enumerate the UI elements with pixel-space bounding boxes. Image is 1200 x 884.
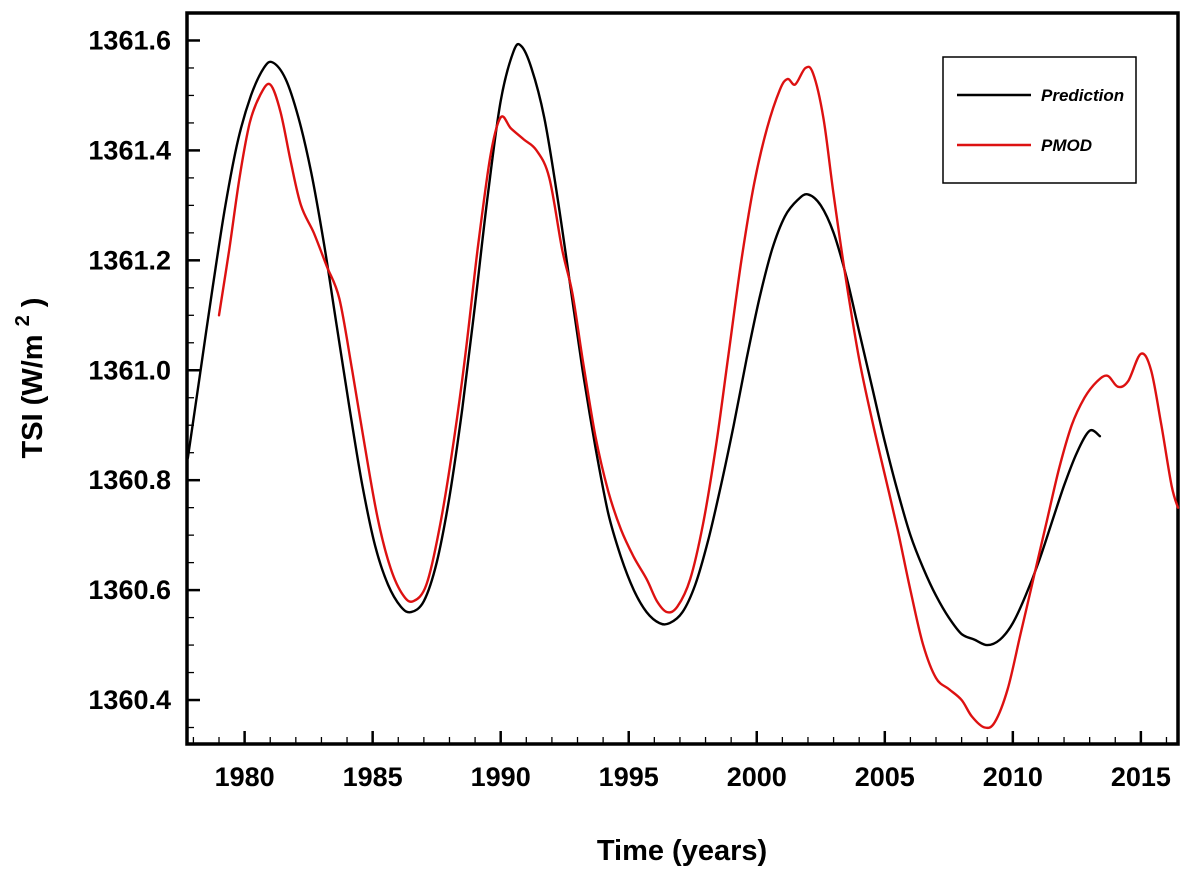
y-axis-title-main: TSI (W/m (17, 334, 49, 458)
y-tick-label: 1360.6 (88, 575, 171, 605)
x-tick-label: 2015 (1111, 762, 1171, 792)
x-tick-label: 1990 (471, 762, 531, 792)
x-tick-label: 2000 (727, 762, 787, 792)
y-tick-label: 1361.4 (88, 135, 171, 165)
y-tick-label: 1361.2 (88, 245, 171, 275)
y-axis-title-sup: 2 (12, 315, 34, 326)
x-tick-label: 2005 (855, 762, 915, 792)
y-tick-label: 1360.4 (88, 685, 171, 715)
prediction-line (186, 42, 1102, 647)
x-tick-label: 2010 (983, 762, 1043, 792)
plot-frame (185, 11, 1180, 746)
y-axis-title: TSI (W/m 2 ) (4, 298, 49, 459)
y-tick-label: 1361.6 (88, 25, 171, 55)
x-tick-label: 1980 (215, 762, 275, 792)
pmod-line (217, 65, 1180, 730)
y-axis-title-end: ) (17, 298, 49, 308)
x-tick-label: 1995 (599, 762, 659, 792)
legend-label-pmod: PMOD (1041, 136, 1092, 155)
y-tick-label: 1361.0 (88, 355, 171, 385)
legend-label-prediction: Prediction (1041, 86, 1124, 105)
x-tick-label: 1985 (343, 762, 403, 792)
legend-box (942, 56, 1137, 184)
y-tick-label: 1360.8 (88, 465, 171, 495)
x-axis-title: Time (years) (597, 835, 767, 867)
